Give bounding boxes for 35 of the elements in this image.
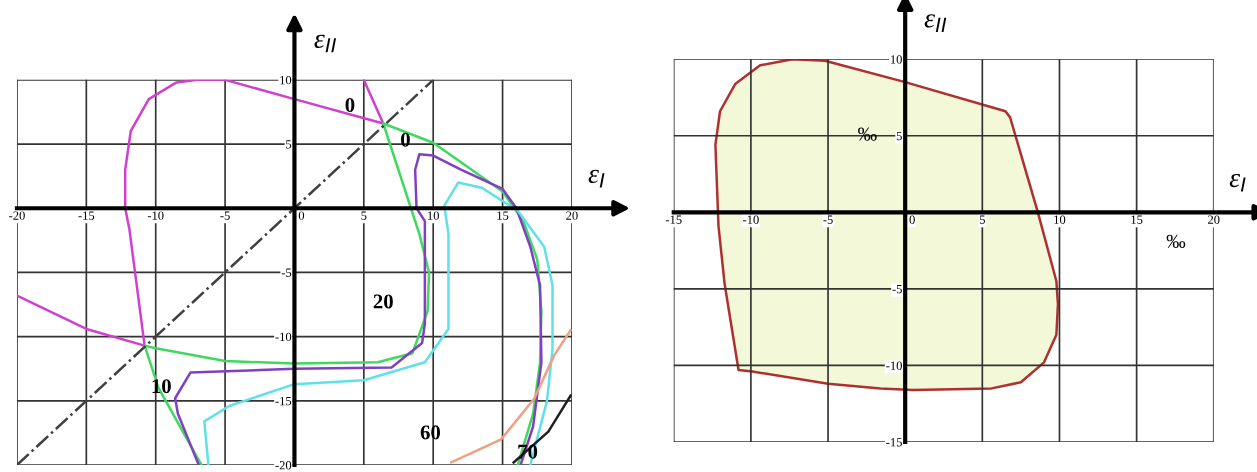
y-tick-label: -5 (892, 285, 902, 294)
x-tick-label: -5 (823, 215, 833, 224)
x-axis-title: ε$_{I}$ (1229, 173, 1246, 192)
y-tick-label: 10 (891, 55, 902, 64)
annotation: 0 (345, 97, 355, 113)
y-tick-label: -10 (275, 332, 292, 342)
y-axis-title: ε$_{II}$ (314, 34, 337, 53)
x-tick-label: 0 (909, 215, 915, 224)
annotation: 20 (373, 294, 393, 309)
x-tick-label: 15 (1131, 215, 1143, 224)
x-tick-label: -10 (743, 215, 759, 224)
x-tick-label: 10 (1054, 215, 1066, 224)
x-tick-label: 0 (298, 211, 305, 220)
x-tick-label: 20 (566, 211, 578, 220)
x-tick-label: -15 (78, 211, 95, 220)
x-tick-label: 5 (361, 211, 367, 220)
x-tick-label: 15 (497, 211, 509, 220)
x-tick-label: -20 (9, 211, 25, 220)
y-tick-label: 5 (896, 131, 902, 141)
y-tick-label: 10 (280, 75, 292, 85)
x-tick-label: 5 (979, 215, 985, 224)
y-tick-label: -20 (275, 461, 292, 470)
y-tick-label: -10 (886, 361, 902, 370)
y-tick-label: -5 (281, 268, 292, 277)
y-tick-label: -15 (275, 396, 292, 406)
x-tick-label: -15 (665, 215, 682, 224)
annotation: ‰ (1166, 234, 1186, 248)
x-tick-label: 10 (428, 211, 439, 220)
x-axis-title: ε$_{I}$ (588, 169, 605, 188)
y-axis-title: ε$_{II}$ (924, 14, 947, 32)
x-tick-label: 20 (1208, 215, 1220, 224)
y-tick-label: -15 (886, 438, 902, 447)
x-tick-label: -5 (220, 211, 230, 220)
x-tick-label: -10 (147, 211, 164, 220)
y-tick-label: 5 (286, 140, 292, 149)
